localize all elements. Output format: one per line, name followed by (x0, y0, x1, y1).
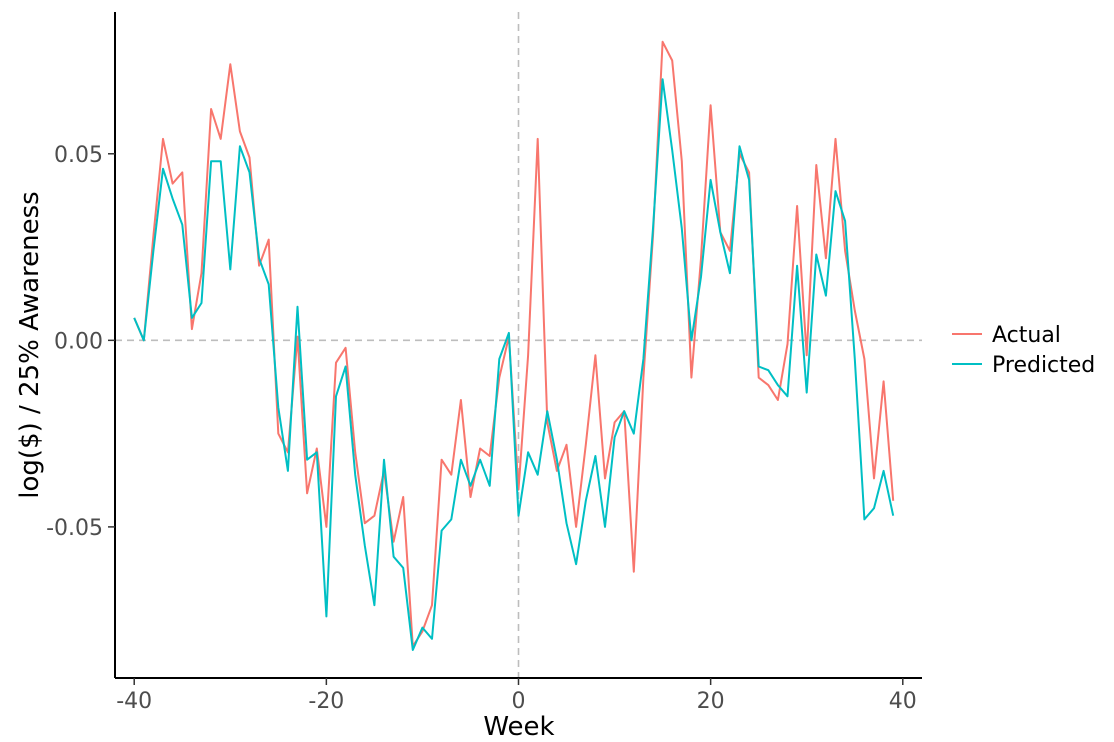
y-tick-label: -0.05 (46, 516, 103, 541)
legend: Actual Predicted (952, 323, 1095, 378)
x-axis-ticks: -40 -20 0 20 40 (116, 678, 917, 714)
series-line-predicted (133, 78, 895, 651)
legend-label-predicted: Predicted (992, 353, 1095, 378)
reference-lines (115, 12, 922, 678)
series-layer (133, 40, 895, 651)
x-tick-label: -40 (116, 689, 152, 714)
y-tick-label: 0.00 (54, 329, 103, 354)
legend-label-actual: Actual (992, 323, 1061, 348)
x-tick-label: 20 (697, 689, 725, 714)
y-axis-ticks: -0.05 0.00 0.05 (46, 143, 115, 541)
y-axis-title: log($) / 25% Awareness (15, 191, 45, 498)
y-tick-label: 0.05 (54, 143, 103, 168)
x-tick-label: -20 (308, 689, 344, 714)
series-line-actual (133, 40, 895, 648)
x-tick-label: 0 (512, 689, 526, 714)
x-tick-label: 40 (889, 689, 917, 714)
x-axis-title: Week (483, 712, 554, 742)
